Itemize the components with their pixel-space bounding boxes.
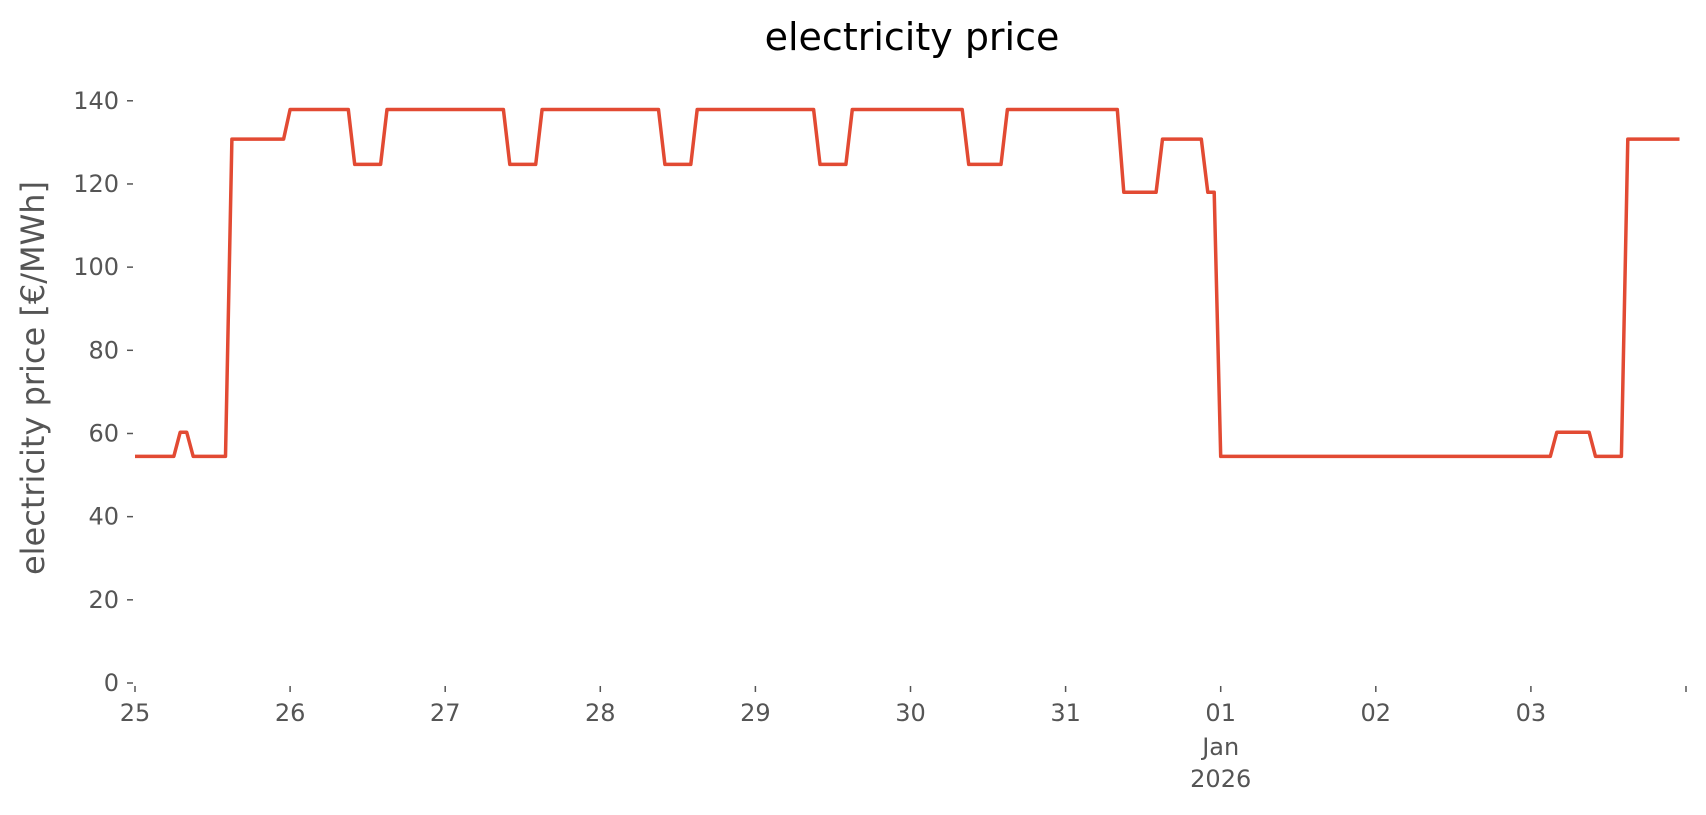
x-axis: 25 26 27 28 29 30 31 01 Jan 2026 02 03	[120, 686, 1687, 793]
y-tick-label: 40	[88, 503, 119, 531]
x-tick-sublabel: 2026	[1190, 765, 1251, 793]
y-axis: 0 20 40 60 80 100 120 140	[73, 87, 133, 697]
x-tick-label: 25	[120, 699, 151, 727]
y-axis-label: electricity price [€/MWh]	[14, 181, 52, 575]
x-tick-label: 28	[585, 699, 616, 727]
x-tick-label: 02	[1361, 699, 1392, 727]
y-tick-label: 60	[88, 419, 119, 447]
x-tick-sublabel: Jan	[1200, 733, 1239, 761]
y-tick-label: 80	[88, 336, 119, 364]
y-tick-label: 0	[104, 669, 119, 697]
x-tick-label: 31	[1050, 699, 1081, 727]
y-tick-label: 120	[73, 170, 119, 198]
y-tick-label: 20	[88, 586, 119, 614]
x-tick-label: 29	[740, 699, 771, 727]
chart-title: electricity price	[765, 15, 1060, 59]
x-tick-label: 30	[895, 699, 926, 727]
series-line	[135, 107, 1680, 459]
plot-area	[135, 107, 1680, 459]
x-tick-label: 27	[430, 699, 461, 727]
x-tick-label: 03	[1516, 699, 1547, 727]
x-tick-label: 01	[1205, 699, 1236, 727]
x-tick-label: 26	[275, 699, 306, 727]
y-tick-label: 140	[73, 87, 119, 115]
y-tick-label: 100	[73, 253, 119, 281]
